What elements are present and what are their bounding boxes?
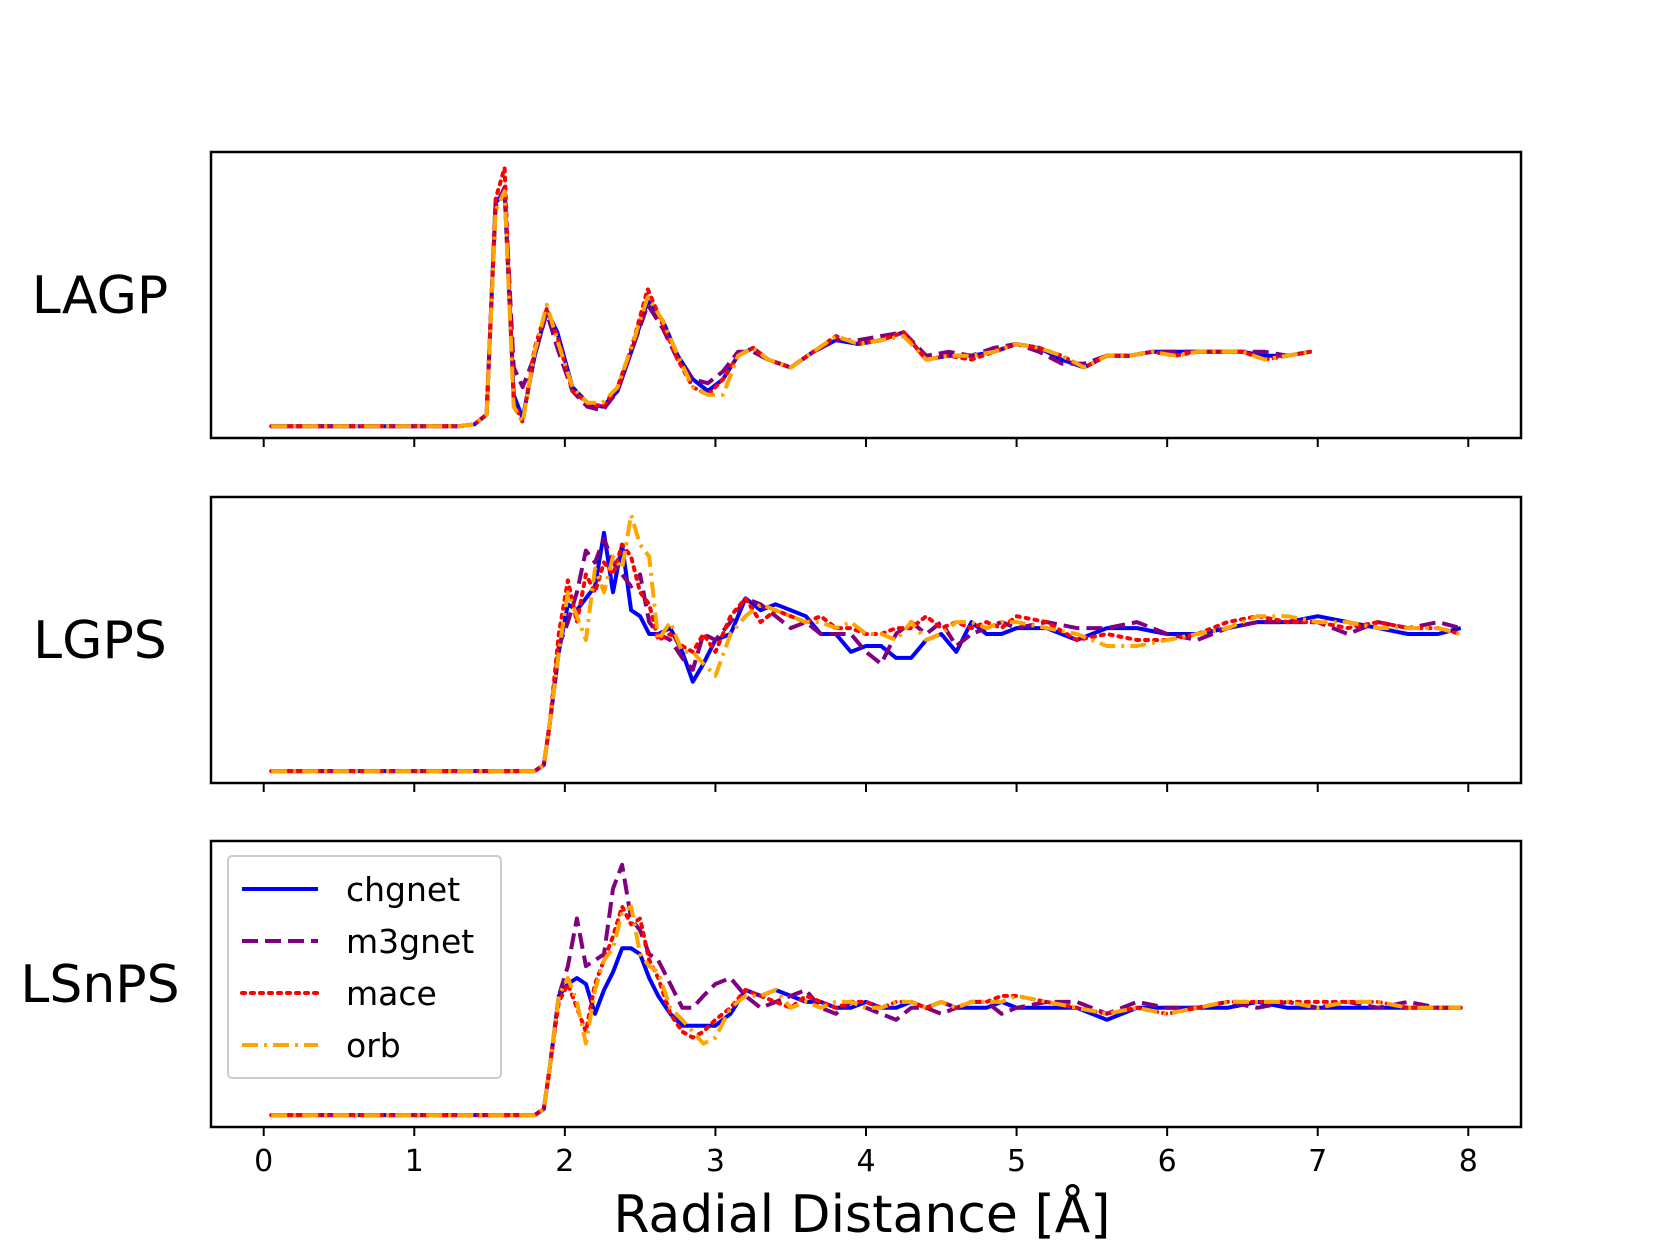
panel-label-lgps: LGPS (33, 611, 167, 671)
series-line-m3gnet (271, 536, 1462, 774)
panel-label-lagp: LAGP (32, 266, 168, 326)
series-line-orb (271, 189, 1311, 429)
series-group (269, 512, 1463, 774)
x-tick-label: 1 (405, 1144, 424, 1179)
x-tick-label: 3 (706, 1144, 725, 1179)
panel-lsnps: LSnPS (20, 839, 1523, 1136)
panel-lagp: LAGP (32, 150, 1523, 447)
panel-lgps: LGPS (33, 495, 1523, 792)
legend-label-chgnet: chgnet (346, 870, 460, 909)
x-axis-ticks: 0 1 2 3 4 5 6 7 8 (254, 1144, 1478, 1179)
legend-label-m3gnet: m3gnet (346, 922, 474, 961)
x-tick-label: 2 (555, 1144, 574, 1179)
legend-box (227, 855, 502, 1079)
x-tick-label: 7 (1308, 1144, 1327, 1179)
legend-label-orb: orb (346, 1026, 401, 1065)
x-tick-label: 4 (856, 1144, 875, 1179)
x-tick-label: 5 (1007, 1144, 1026, 1179)
x-tick-label: 0 (254, 1144, 273, 1179)
series-line-m3gnet (271, 185, 1311, 429)
series-group (269, 165, 1313, 429)
x-tick-label: 8 (1459, 1144, 1478, 1179)
series-line-orb (271, 512, 1462, 774)
x-tick-label: 6 (1158, 1144, 1177, 1179)
legend: chgnet m3gnet mace orb (227, 855, 502, 1079)
legend-label-mace: mace (346, 974, 437, 1013)
panels: LAGP LGPS LSnPS (20, 150, 1523, 1136)
series-group (269, 862, 1463, 1118)
panel-label-lsnps: LSnPS (20, 955, 179, 1015)
x-axis-label: Radial Distance [Å] (613, 1183, 1110, 1245)
series-line-orb (271, 904, 1461, 1118)
